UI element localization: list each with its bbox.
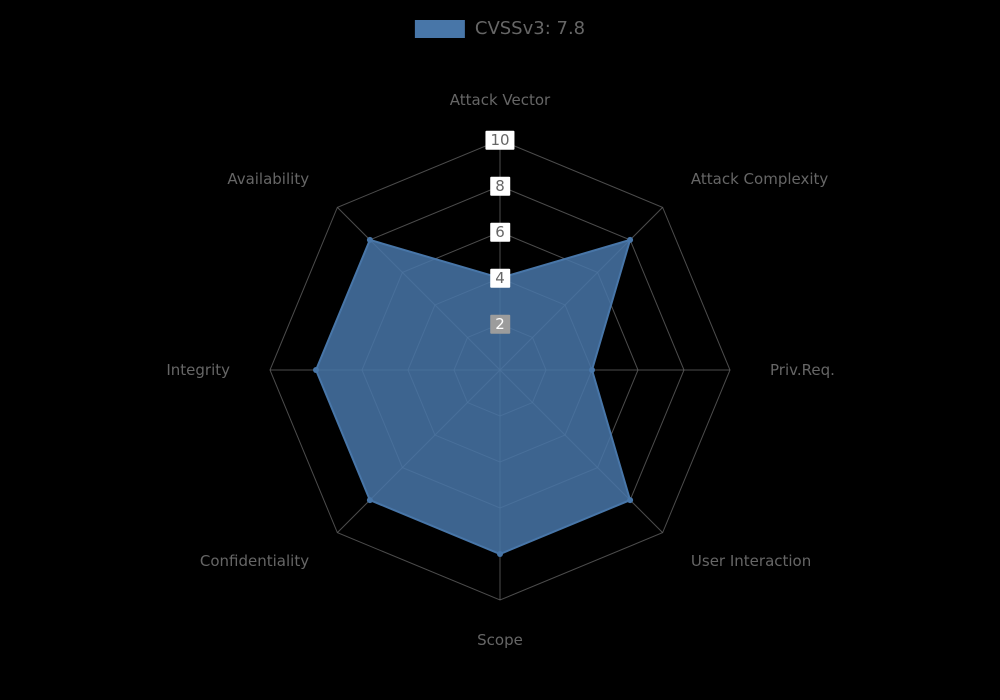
axis-label: Priv.Req. [770,361,835,379]
tick-label: 8 [490,177,510,196]
tick-label: 10 [485,131,514,150]
radar-chart: CVSSv3: 7.8 Attack VectorAttack Complexi… [0,0,1000,700]
tick-label: 6 [490,223,510,242]
axis-label: Availability [227,170,309,188]
axis-label: Confidentiality [200,552,309,570]
tick-label: 2 [490,315,510,334]
axis-label: Scope [477,631,523,649]
axis-label: User Interaction [691,552,811,570]
tick-label: 4 [490,269,510,288]
axis-label: Integrity [166,361,230,379]
axis-label: Attack Complexity [691,170,828,188]
axis-label: Attack Vector [450,91,550,109]
